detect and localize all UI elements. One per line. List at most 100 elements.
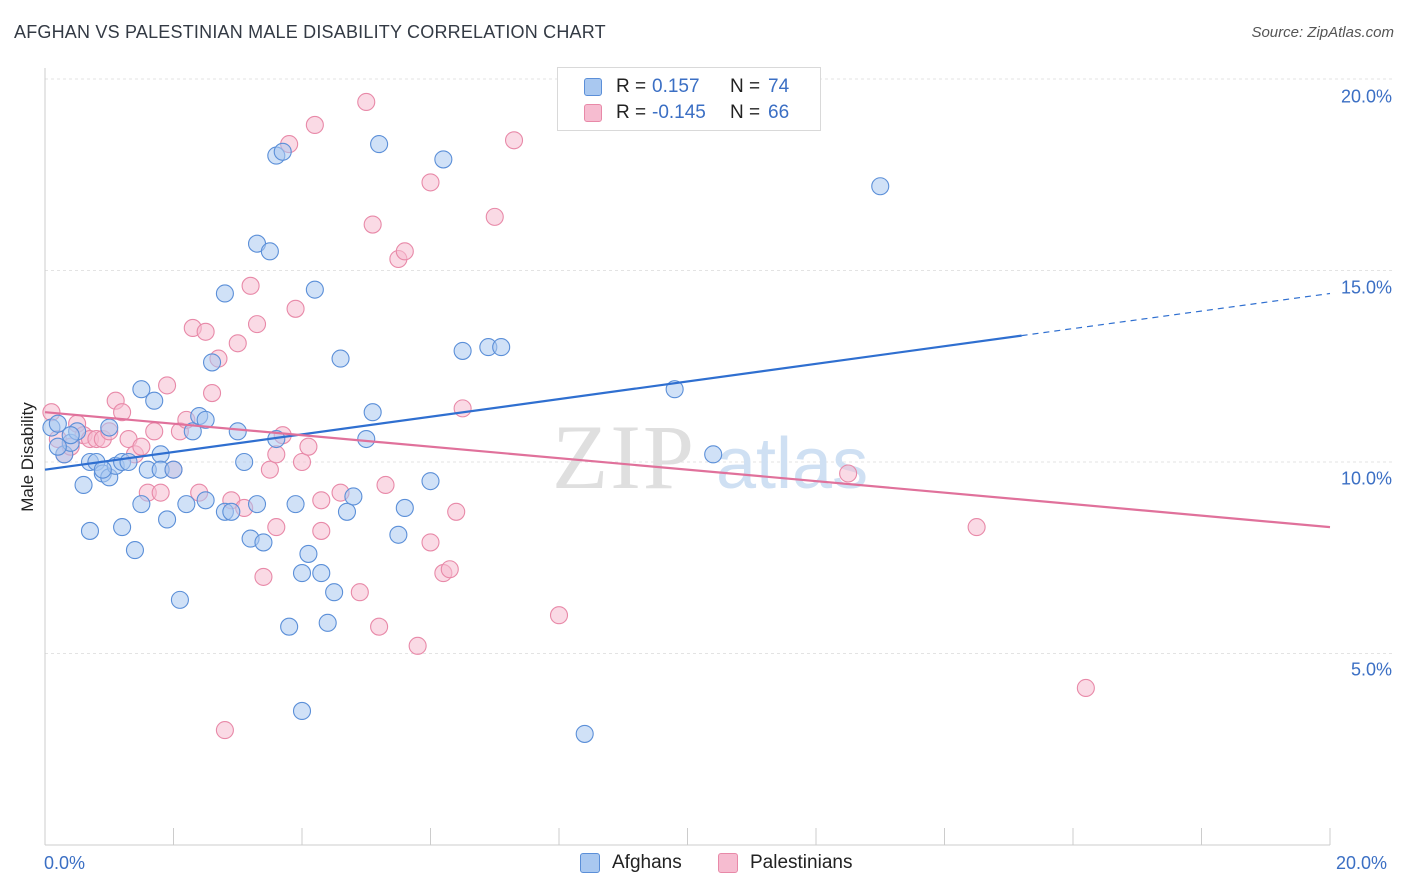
r-value: -0.145 <box>652 102 706 123</box>
data-point <box>839 464 858 483</box>
data-point <box>80 521 100 540</box>
data-point <box>312 491 331 510</box>
data-point <box>704 445 723 464</box>
data-point <box>164 460 183 479</box>
data-point <box>337 502 357 521</box>
data-point <box>273 142 292 161</box>
data-point <box>305 280 324 299</box>
axis-layer <box>44 68 1331 846</box>
data-point <box>267 518 286 537</box>
palestinians-swatch <box>584 104 602 122</box>
data-point <box>292 564 312 583</box>
data-point <box>203 384 222 403</box>
data-point <box>125 541 144 560</box>
data-point <box>665 380 684 399</box>
r-value: 0.157 <box>652 76 700 97</box>
watermark: ZIP atlas <box>552 406 868 508</box>
x-tick-label: 20.0% <box>1336 853 1388 873</box>
data-point <box>299 544 318 563</box>
data-point <box>299 437 318 456</box>
data-point <box>453 341 472 360</box>
data-point <box>318 613 337 632</box>
data-point <box>48 437 67 456</box>
data-point <box>434 150 453 169</box>
correlation-legend: R = 0.157 N = 74 R = -0.145 N = 66 <box>557 67 821 131</box>
data-point <box>74 475 93 495</box>
data-point <box>247 315 267 334</box>
data-point <box>132 437 151 456</box>
data-point <box>312 521 331 540</box>
data-point <box>228 334 247 353</box>
data-point <box>235 452 254 472</box>
data-point <box>395 242 414 261</box>
data-point <box>357 92 376 112</box>
data-point <box>158 376 177 395</box>
data-point <box>196 410 215 429</box>
data-point <box>292 452 312 472</box>
data-point <box>376 475 395 495</box>
grid-layer <box>45 78 1395 654</box>
data-point <box>363 215 382 234</box>
data-point <box>357 429 376 449</box>
y-axis-label: Male Disability <box>18 402 37 512</box>
data-point <box>61 426 80 445</box>
data-point <box>254 567 273 586</box>
afghans-trend-extension <box>1021 292 1331 337</box>
data-point <box>350 583 369 602</box>
data-point <box>119 452 138 472</box>
y-tick-label: 5.0% <box>1350 659 1392 680</box>
legend-item-palestinians[interactable]: Palestinians <box>718 852 852 874</box>
legend-row-palestinians: R = -0.145 N = 66 <box>584 101 789 125</box>
data-point <box>151 483 170 502</box>
data-point <box>370 617 389 636</box>
data-point <box>93 460 112 479</box>
data-point <box>440 560 459 579</box>
legend-label: Palestinians <box>750 852 853 873</box>
data-point <box>408 636 427 655</box>
data-point <box>177 495 196 514</box>
afghans-trend-line <box>44 334 1022 471</box>
data-point <box>158 510 177 529</box>
data-point <box>241 276 260 295</box>
data-point <box>286 495 305 514</box>
data-point <box>485 207 504 226</box>
palestinians-swatch <box>718 853 738 873</box>
data-point <box>421 472 440 491</box>
source-credit: Source: ZipAtlas.com <box>1251 24 1394 41</box>
data-point <box>260 242 279 261</box>
data-point <box>575 724 594 743</box>
legend-row-afghans: R = 0.157 N = 74 <box>584 75 789 99</box>
data-point <box>1076 678 1095 698</box>
data-point <box>370 135 389 154</box>
r-label: R = <box>616 76 647 97</box>
y-tick-label: 10.0% <box>1340 468 1392 489</box>
data-point <box>132 495 151 514</box>
data-point <box>292 701 312 721</box>
data-point <box>215 284 234 303</box>
data-point <box>967 518 986 537</box>
n-label: N = <box>730 76 761 97</box>
data-point <box>421 173 440 192</box>
data-point <box>549 606 569 625</box>
n-label: N = <box>730 102 761 123</box>
data-point <box>254 533 273 552</box>
data-point <box>312 564 331 583</box>
legend-item-afghans[interactable]: Afghans <box>580 852 682 874</box>
data-point <box>48 414 67 433</box>
data-point <box>113 403 132 422</box>
data-point <box>389 525 408 544</box>
chart-title: AFGHAN VS PALESTINIAN MALE DISABILITY CO… <box>14 22 606 42</box>
data-point <box>325 583 344 602</box>
data-point <box>447 502 466 521</box>
data-point <box>145 422 164 441</box>
data-point <box>100 418 119 437</box>
x-tick-label: 0.0% <box>44 853 86 873</box>
data-point <box>280 617 299 636</box>
data-point <box>492 338 511 357</box>
watermark-atlas: atlas <box>716 424 868 504</box>
n-value: 66 <box>768 102 790 123</box>
watermark-zip: ZIP <box>552 406 696 508</box>
data-point <box>132 380 151 399</box>
afghans-swatch <box>580 853 600 873</box>
data-point <box>453 399 472 418</box>
